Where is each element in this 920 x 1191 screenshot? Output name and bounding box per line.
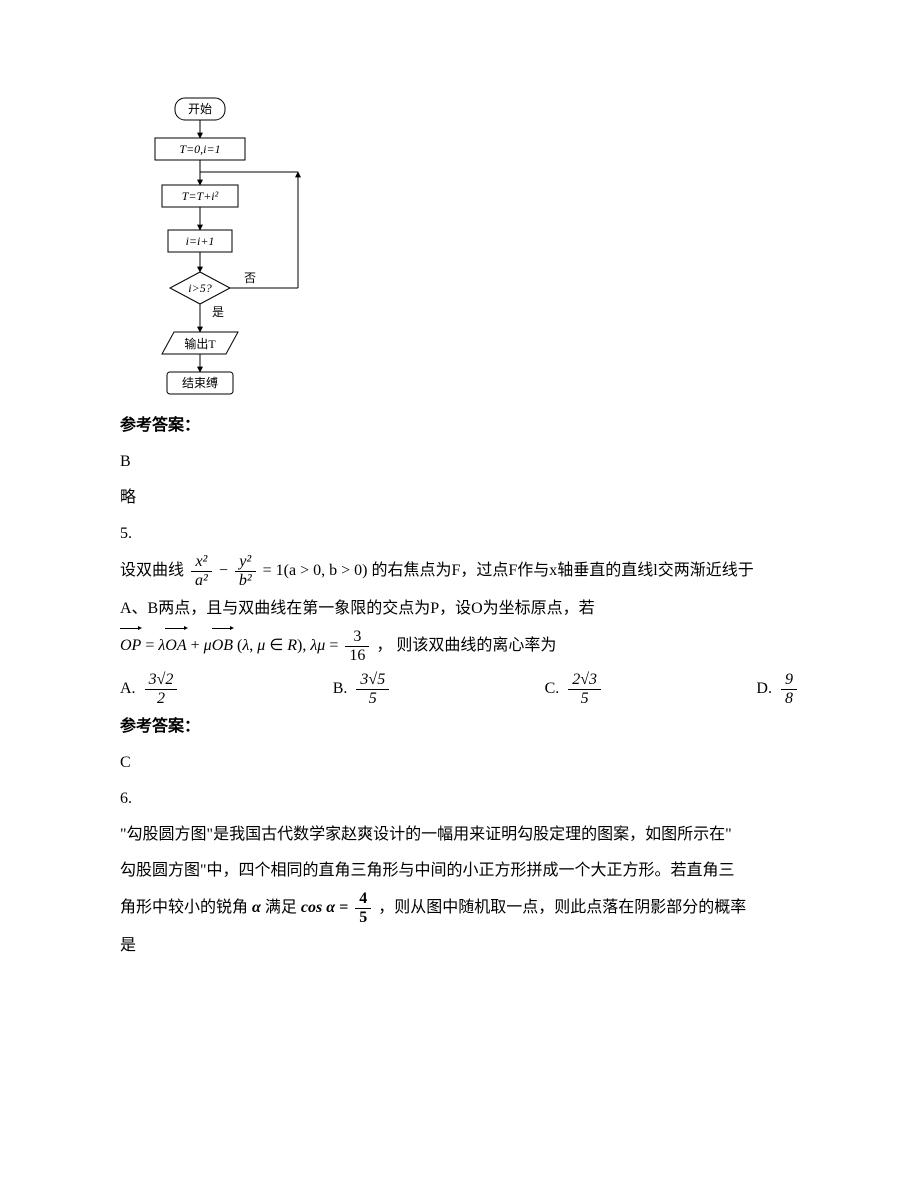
q5-eq1: x²a² − y²b² = 1(a > 0, b > 0)	[188, 554, 367, 589]
answer5-letter: C	[120, 747, 800, 779]
question5-options: A. 3√22 B. 3√55 C. 2√35 D. 98	[120, 672, 800, 707]
node-start-label: 开始	[188, 102, 212, 116]
question6-line2: 勾股圆方图"中，四个相同的直角三角形与中间的小正方形拼成一个大正方形。若直角三	[120, 855, 800, 887]
option-c: C. 2√35	[545, 672, 604, 707]
question5-line2: A、B两点，且与双曲线在第一象限的交点为P，设O为坐标原点，若	[120, 593, 800, 625]
answer5-heading: 参考答案：	[120, 711, 800, 743]
q5-line3-suffix: ， 则该双曲线的离心率为	[376, 637, 556, 654]
q6-alpha: α	[252, 899, 261, 916]
q6-line3-prefix: 角形中较小的锐角	[120, 899, 248, 916]
answer4-letter: B	[120, 446, 800, 478]
question6-number: 6.	[120, 783, 800, 815]
node-out-label: 输出T	[184, 336, 216, 351]
question5-number: 5.	[120, 518, 800, 550]
answer4-note: 略	[120, 482, 800, 514]
q6-eq: cos α = 45	[301, 891, 374, 926]
question6-line3: 角形中较小的锐角 α 满足 cos α = 45 ，则从图中随机取一点，则此点落…	[120, 891, 800, 926]
question6-line4: 是	[120, 930, 800, 962]
option-b: B. 3√55	[333, 672, 392, 707]
option-d: D. 98	[756, 672, 800, 707]
node-end-label: 结束缚	[182, 376, 218, 390]
question6-line1: "勾股圆方图"是我国古代数学家赵爽设计的一幅用来证明勾股定理的图案，如图所示在"	[120, 819, 800, 851]
q5-line1-prefix: 设双曲线	[120, 562, 184, 579]
question5-line1: 设双曲线 x²a² − y²b² = 1(a > 0, b > 0) 的右焦点为…	[120, 554, 800, 589]
option-a: A. 3√22	[120, 672, 180, 707]
q5-line1-suffix: 的右焦点为F，过点F作与x轴垂直的直线l交两渐近线于	[371, 562, 753, 579]
flowchart-diagram: 开始 T=0,i=1 T=T+i² i=i+1	[120, 90, 800, 400]
node-proc2-label: i=i+1	[186, 234, 215, 248]
node-proc1-label: T=T+i²	[182, 189, 219, 203]
q6-satisfy: 满足	[265, 899, 297, 916]
q5-eq2: OP = λOA + μOB (λ, μ ∈ R), λμ = 316	[120, 629, 372, 664]
q6-line3-suffix: ，则从图中随机取一点，则此点落在阴影部分的概率	[378, 899, 746, 916]
node-dec-label: i>5?	[188, 281, 211, 295]
answer4-heading: 参考答案：	[120, 410, 800, 442]
edge-no-label: 否	[244, 271, 256, 285]
edge-yes-label: 是	[212, 305, 224, 319]
question5-line3: OP = λOA + μOB (λ, μ ∈ R), λμ = 316 ， 则该…	[120, 629, 800, 664]
node-init-label: T=0,i=1	[179, 142, 220, 156]
